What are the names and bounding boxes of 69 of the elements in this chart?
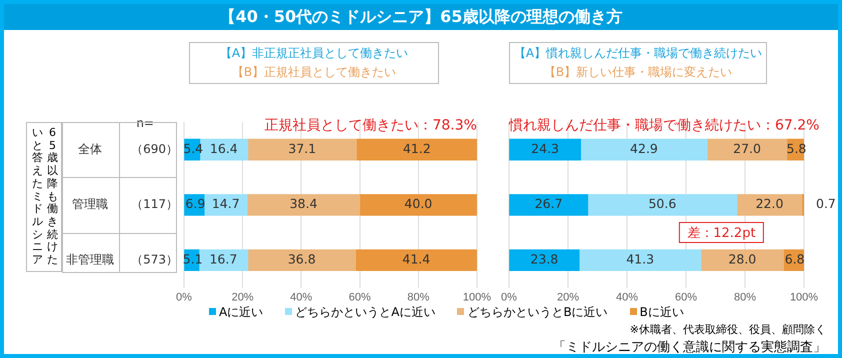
data-label: 0.7 xyxy=(816,196,836,212)
x-tick-label: 20% xyxy=(556,291,580,304)
bar xyxy=(246,194,360,216)
data-label: 6.8 xyxy=(784,251,805,266)
data-label: 41.3 xyxy=(626,251,654,266)
x-tick-label: 40% xyxy=(616,291,638,304)
text: ※休職者、代表取締役、役員、顧問除く xyxy=(630,322,826,337)
data-label: 6.9 xyxy=(185,196,206,212)
text: （573） xyxy=(131,252,178,266)
x-tick-label: 0% xyxy=(501,291,518,304)
bar xyxy=(509,194,588,216)
bar xyxy=(706,138,788,160)
data-label: 41.2 xyxy=(402,140,431,156)
text: 65歳以降も働き続けたいと答えたミドルシニア xyxy=(32,126,58,266)
data-label: 14.7 xyxy=(212,196,240,212)
text: 【A】非正規正社員として働きたい xyxy=(218,45,410,62)
bar xyxy=(248,138,357,160)
legend-label: どちらかというとAに近い xyxy=(294,305,436,319)
legend-label: どちらかというとBに近い xyxy=(466,305,608,319)
x-tick-label: 60% xyxy=(348,291,371,304)
text: 「ミドルシニアの働く意識に関する実態調査」 xyxy=(553,339,826,356)
bar xyxy=(700,249,784,271)
data-label: 28.0 xyxy=(728,251,756,266)
bar xyxy=(356,138,477,160)
bar xyxy=(578,249,702,271)
text: 【A】慣れ親しんだ仕事・職場で働き続けたい xyxy=(512,45,764,62)
annotation: 差：12.2pt xyxy=(687,226,756,241)
data-label: 24.3 xyxy=(531,140,560,156)
y-tick-label: 全体 xyxy=(78,142,102,156)
legend-label: Aに近い xyxy=(218,305,264,319)
data-label: 36.8 xyxy=(288,251,316,266)
data-label: 16.7 xyxy=(209,251,238,266)
bar xyxy=(587,194,738,216)
x-tick-label: 80% xyxy=(407,291,430,304)
x-tick-label: 40% xyxy=(290,291,312,304)
data-label: 40.0 xyxy=(404,196,432,212)
x-tick-label: 80% xyxy=(734,291,756,304)
text: 【B】新しい仕事・職場に変えたい xyxy=(542,64,734,81)
data-label: 50.6 xyxy=(648,196,676,212)
annotation: 正規社員として働きたい：78.3% xyxy=(264,117,477,134)
annotation: 慣れ親しんだ仕事・職場で働き続けたい：67.2% xyxy=(508,117,820,134)
y-tick-label: 非管理職 xyxy=(66,252,114,266)
bar xyxy=(355,249,477,271)
bar xyxy=(248,249,356,271)
x-tick-label: 20% xyxy=(232,291,254,304)
data-label: 41.4 xyxy=(402,251,430,266)
bar xyxy=(580,138,708,160)
data-label: 38.4 xyxy=(290,196,318,212)
bar xyxy=(359,194,477,216)
chart-title: 【40・50代のミドルシニア】65歳以降の理想の働き方 xyxy=(4,4,838,30)
text: （117） xyxy=(131,197,178,212)
data-label: 37.1 xyxy=(288,140,316,156)
legend-label: Bに近い xyxy=(638,305,684,319)
data-label: 16.4 xyxy=(210,140,238,156)
data-label: 23.8 xyxy=(530,251,558,266)
data-label: 27.0 xyxy=(733,140,762,156)
data-label: 42.9 xyxy=(630,140,658,156)
bar xyxy=(736,194,802,216)
x-tick-label: 0% xyxy=(176,291,192,304)
text: 【B】正規社員として働きたい xyxy=(230,64,398,81)
data-label: 26.7 xyxy=(534,196,563,212)
x-tick-label: 60% xyxy=(674,291,698,304)
data-label: 22.0 xyxy=(756,196,784,212)
text: （690） xyxy=(131,142,178,156)
y-tick-label: 管理職 xyxy=(72,197,108,212)
bar xyxy=(509,249,580,271)
bar xyxy=(509,138,582,160)
x-tick-label: 100% xyxy=(462,291,492,304)
x-tick-label: 100% xyxy=(790,291,818,304)
